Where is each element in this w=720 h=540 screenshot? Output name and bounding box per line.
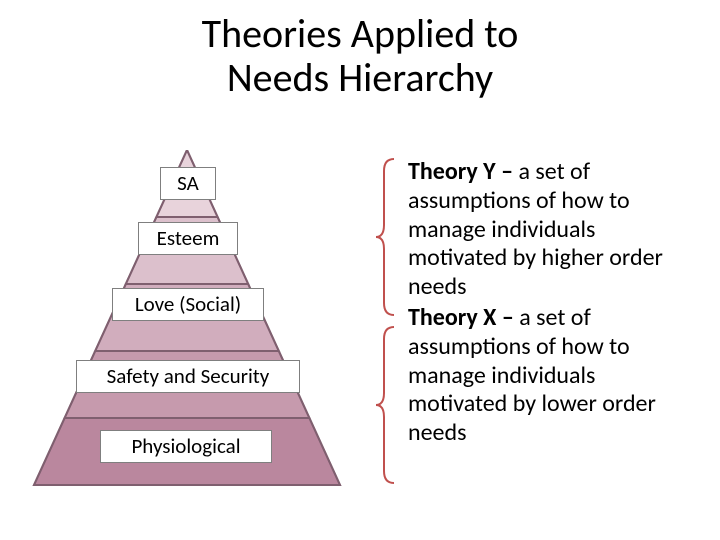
theory-x-label: Theory X –	[408, 303, 519, 332]
pyramid-level-physio: Physiological	[100, 430, 272, 463]
title-line-2: Needs Hierarchy	[0, 56, 720, 100]
pyramid-level-safety: Safety and Security	[76, 360, 300, 393]
theory-descriptions: Theory Y – a set of assumptions of how t…	[408, 158, 698, 450]
title-line-1: Theories Applied to	[0, 12, 720, 56]
pyramid-level-love: Love (Social)	[112, 288, 264, 321]
brace-top	[372, 157, 398, 317]
page-title: Theories Applied to Needs Hierarchy	[0, 12, 720, 100]
brace-bottom	[372, 325, 398, 485]
pyramid-level-esteem: Esteem	[138, 222, 238, 255]
theory-y-label: Theory Y –	[408, 157, 518, 186]
hierarchy-pyramid: SA Esteem Love (Social) Safety and Secur…	[30, 150, 345, 490]
theory-x-paragraph: Theory X – a set of assumptions of how t…	[408, 304, 698, 448]
theory-y-paragraph: Theory Y – a set of assumptions of how t…	[408, 158, 698, 302]
pyramid-level-sa: SA	[160, 167, 216, 200]
